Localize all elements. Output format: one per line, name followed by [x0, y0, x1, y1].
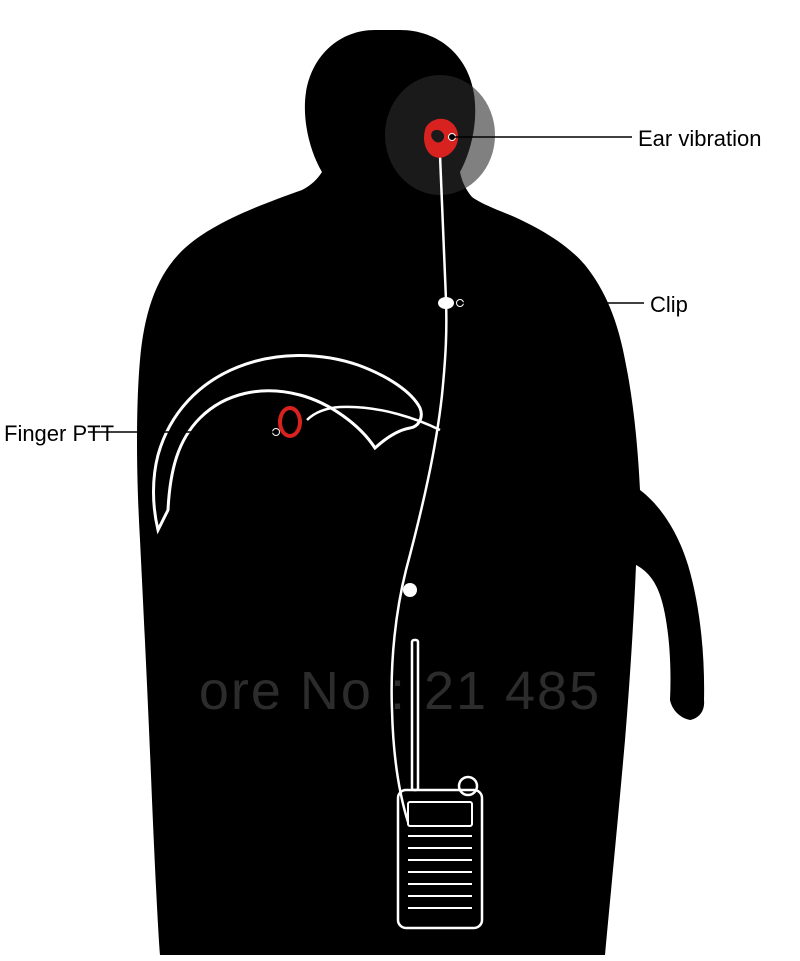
label-clip: Clip — [650, 292, 688, 318]
label-finger-ptt: Finger PTT — [4, 421, 114, 447]
diagram-canvas: Ear vibration Clip Finger PTT ore No : 2… — [0, 0, 800, 961]
clip-bead — [438, 297, 454, 309]
label-ear-vibration: Ear vibration — [638, 126, 762, 152]
wire-split-dot — [403, 583, 417, 597]
